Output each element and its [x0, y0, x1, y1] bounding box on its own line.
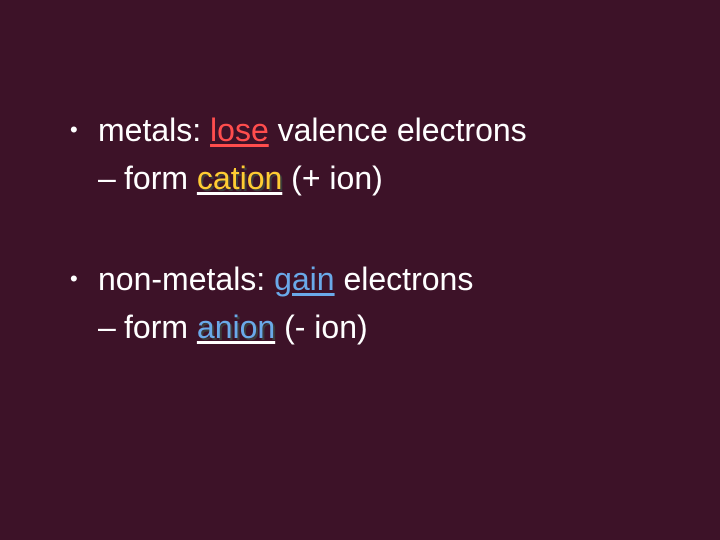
word-lose: lose — [210, 112, 269, 148]
bullet-dot-icon: • — [70, 259, 98, 301]
metals-prefix: metals: — [98, 112, 210, 148]
bullet-nonmetals: • non-metals: gain electrons — [70, 259, 680, 301]
metals-suffix: valence electrons — [269, 112, 527, 148]
word-anion: anionanion — [197, 307, 275, 349]
anion-suffix: (- ion) — [275, 309, 367, 345]
bullet-metals: • metals: lose valence electrons — [70, 110, 680, 152]
slide: • metals: lose valence electrons – form … — [0, 0, 720, 540]
sub-anion-text: form anionanion (- ion) — [124, 307, 368, 349]
word-cation: cationcation — [197, 158, 282, 200]
sub-cation-text: form cationcation (+ ion) — [124, 158, 383, 200]
form-label: form — [124, 309, 197, 345]
nonmetals-suffix: electrons — [335, 261, 474, 297]
spacer — [70, 205, 680, 259]
form-label: form — [124, 160, 197, 196]
cation-suffix: (+ ion) — [282, 160, 382, 196]
bullet-dot-icon: • — [70, 110, 98, 152]
sub-bullet-cation: – form cationcation (+ ion) — [98, 158, 680, 200]
bullet-metals-text: metals: lose valence electrons — [98, 110, 680, 152]
nonmetals-prefix: non-metals: — [98, 261, 274, 297]
bullet-nonmetals-text: non-metals: gain electrons — [98, 259, 680, 301]
dash-icon: – — [98, 158, 124, 200]
sub-bullet-anion: – form anionanion (- ion) — [98, 307, 680, 349]
word-gain: gain — [274, 261, 335, 297]
dash-icon: – — [98, 307, 124, 349]
